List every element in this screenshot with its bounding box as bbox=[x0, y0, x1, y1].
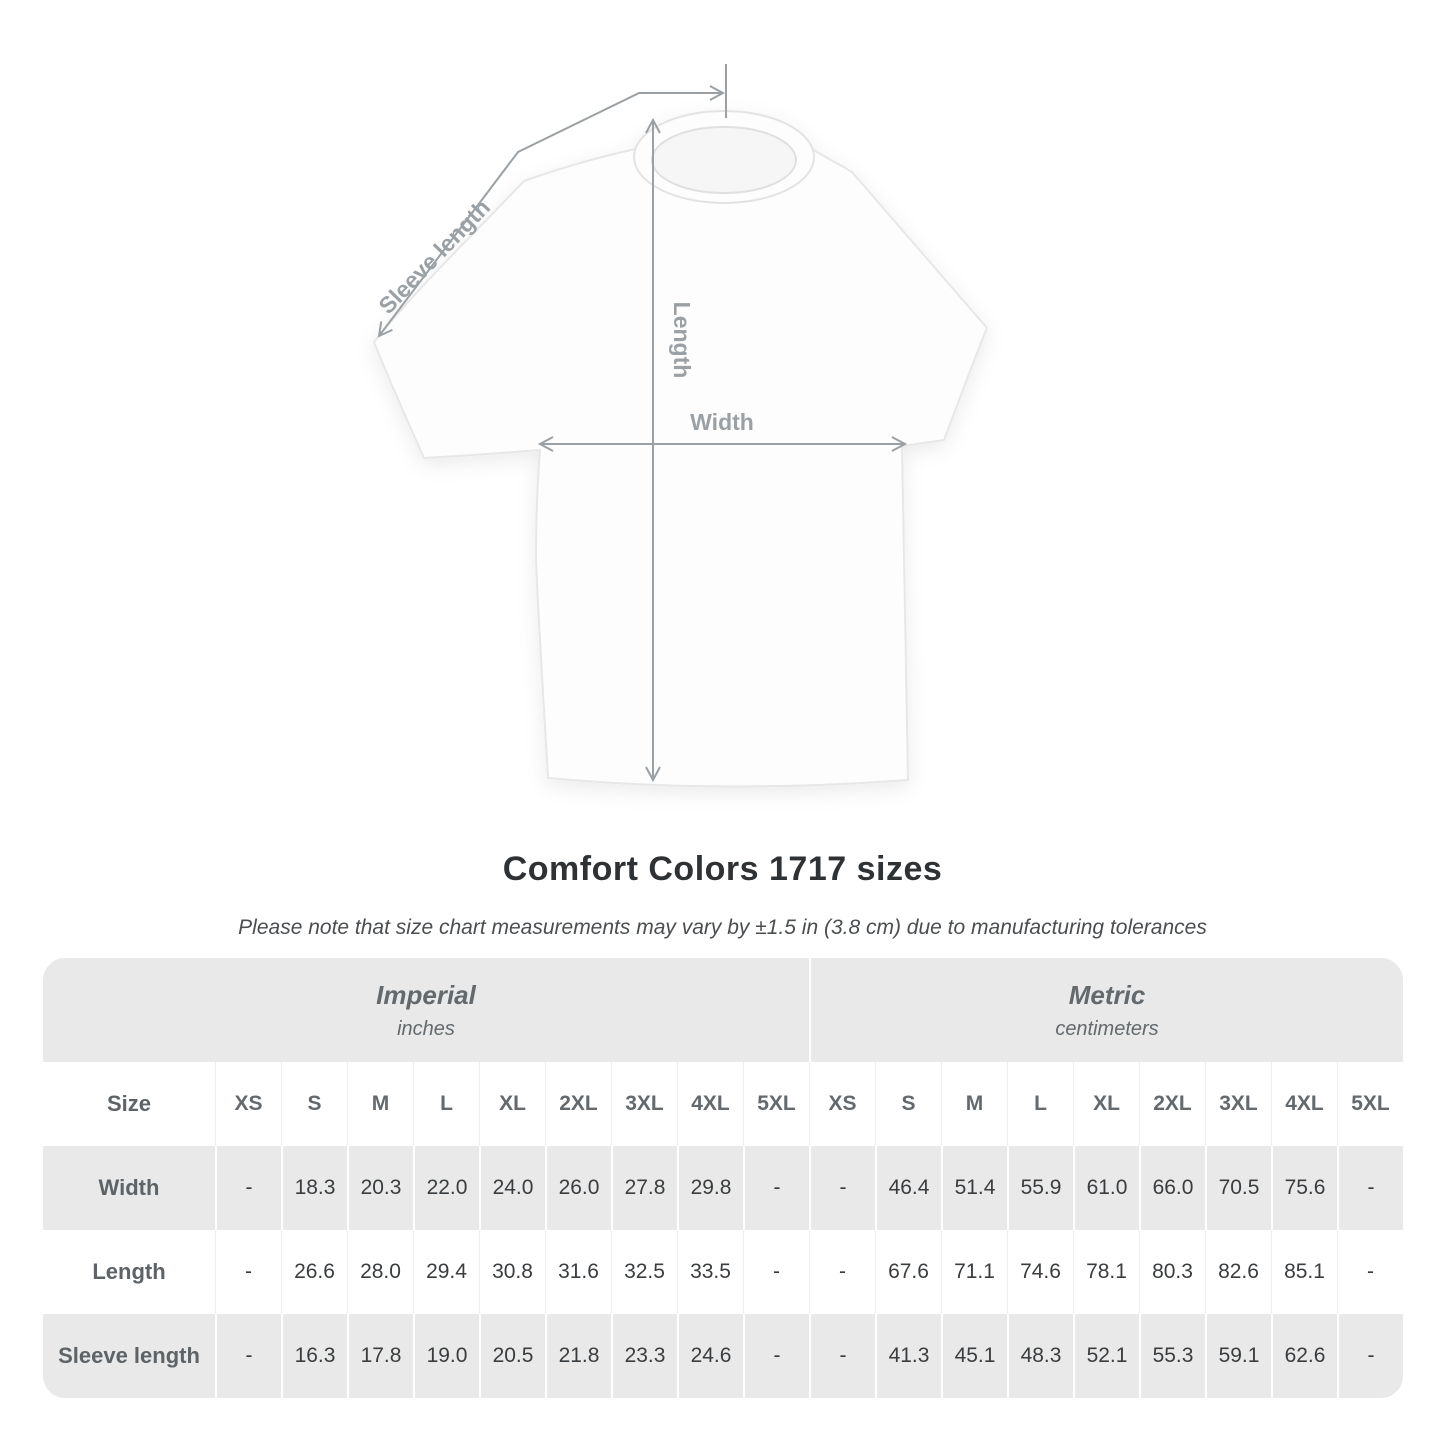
table-cell-metric: - bbox=[809, 1230, 875, 1314]
width-label: Width bbox=[690, 409, 754, 435]
size-col-header-metric: XS bbox=[809, 1062, 875, 1146]
size-col-header-imperial: 4XL bbox=[677, 1062, 743, 1146]
table-cell-metric: 70.5 bbox=[1205, 1146, 1271, 1230]
table-cell-imperial: 21.8 bbox=[545, 1314, 611, 1398]
table-cell-metric: 61.0 bbox=[1073, 1146, 1139, 1230]
table-cell-metric: 85.1 bbox=[1271, 1230, 1337, 1314]
size-table: Imperial inches Metric centimeters Size X… bbox=[43, 958, 1403, 1398]
size-col-header-imperial: S bbox=[281, 1062, 347, 1146]
size-col-header-imperial: 2XL bbox=[545, 1062, 611, 1146]
table-cell-imperial: 18.3 bbox=[281, 1146, 347, 1230]
table-cell-metric: 66.0 bbox=[1139, 1146, 1205, 1230]
table-cell-metric: 75.6 bbox=[1271, 1146, 1337, 1230]
table-cell-imperial: 31.6 bbox=[545, 1230, 611, 1314]
table-cell-imperial: 24.0 bbox=[479, 1146, 545, 1230]
table-cell-imperial: 29.4 bbox=[413, 1230, 479, 1314]
imperial-title: Imperial bbox=[376, 979, 476, 1010]
table-cell-metric: - bbox=[809, 1314, 875, 1398]
table-cell-imperial: 20.3 bbox=[347, 1146, 413, 1230]
table-cell-imperial: 22.0 bbox=[413, 1146, 479, 1230]
page-title: Comfort Colors 1717 sizes bbox=[502, 850, 943, 888]
table-cell-imperial: - bbox=[743, 1146, 809, 1230]
table-cell-metric: 55.3 bbox=[1139, 1314, 1205, 1398]
table-cell-metric: 46.4 bbox=[875, 1146, 941, 1230]
table-cell-imperial: - bbox=[215, 1146, 281, 1230]
table-cell-metric: 82.6 bbox=[1205, 1230, 1271, 1314]
table-cell-metric: 51.4 bbox=[941, 1146, 1007, 1230]
table-cell-metric: 74.6 bbox=[1007, 1230, 1073, 1314]
table-cell-metric: 62.6 bbox=[1271, 1314, 1337, 1398]
row-label: Width bbox=[43, 1146, 215, 1230]
size-col-header-metric: 2XL bbox=[1139, 1062, 1205, 1146]
table-cell-metric: 55.9 bbox=[1007, 1146, 1073, 1230]
table-cell-imperial: 28.0 bbox=[347, 1230, 413, 1314]
size-col-header-metric: 4XL bbox=[1271, 1062, 1337, 1146]
table-cell-imperial: 26.6 bbox=[281, 1230, 347, 1314]
table-cell-imperial: - bbox=[215, 1314, 281, 1398]
size-col-header-metric: M bbox=[941, 1062, 1007, 1146]
size-col-header-imperial: XL bbox=[479, 1062, 545, 1146]
table-cell-metric: 48.3 bbox=[1007, 1314, 1073, 1398]
table-cell-metric: 78.1 bbox=[1073, 1230, 1139, 1314]
row-label: Length bbox=[43, 1230, 215, 1314]
table-cell-imperial: 26.0 bbox=[545, 1146, 611, 1230]
imperial-header: Imperial inches bbox=[43, 958, 809, 1062]
table-cell-imperial: 23.3 bbox=[611, 1314, 677, 1398]
size-col-header-metric: 5XL bbox=[1337, 1062, 1403, 1146]
table-cell-imperial: 16.3 bbox=[281, 1314, 347, 1398]
table-cell-metric: - bbox=[1337, 1230, 1403, 1314]
table-cell-metric: 71.1 bbox=[941, 1230, 1007, 1314]
metric-header: Metric centimeters bbox=[809, 958, 1403, 1062]
table-cell-imperial: 19.0 bbox=[413, 1314, 479, 1398]
table-cell-imperial: - bbox=[215, 1230, 281, 1314]
table-cell-imperial: 33.5 bbox=[677, 1230, 743, 1314]
table-cell-metric: 80.3 bbox=[1139, 1230, 1205, 1314]
table-cell-imperial: - bbox=[743, 1314, 809, 1398]
size-col-header-imperial: XS bbox=[215, 1062, 281, 1146]
table-cell-metric: 67.6 bbox=[875, 1230, 941, 1314]
row-label: Sleeve length bbox=[43, 1314, 215, 1398]
size-col-header-imperial: L bbox=[413, 1062, 479, 1146]
size-col-header-metric: 3XL bbox=[1205, 1062, 1271, 1146]
table-cell-imperial: - bbox=[743, 1230, 809, 1314]
table-cell-metric: 52.1 bbox=[1073, 1314, 1139, 1398]
table-cell-metric: 45.1 bbox=[941, 1314, 1007, 1398]
table-cell-metric: - bbox=[1337, 1314, 1403, 1398]
table-cell-metric: - bbox=[809, 1146, 875, 1230]
length-label: Length bbox=[669, 302, 695, 379]
table-cell-imperial: 20.5 bbox=[479, 1314, 545, 1398]
table-cell-imperial: 27.8 bbox=[611, 1146, 677, 1230]
sleeve-length-arrow bbox=[377, 85, 726, 338]
imperial-unit: inches bbox=[397, 1017, 455, 1040]
table-cell-imperial: 30.8 bbox=[479, 1230, 545, 1314]
table-cell-imperial: 32.5 bbox=[611, 1230, 677, 1314]
collar-inner bbox=[651, 126, 797, 194]
table-cell-imperial: 29.8 bbox=[677, 1146, 743, 1230]
table-cell-metric: 41.3 bbox=[875, 1314, 941, 1398]
table-cell-metric: 59.1 bbox=[1205, 1314, 1271, 1398]
size-col-header-imperial: 5XL bbox=[743, 1062, 809, 1146]
table-cell-metric: - bbox=[1337, 1146, 1403, 1230]
size-col-header-metric: L bbox=[1007, 1062, 1073, 1146]
tolerance-note: Please note that size chart measurements… bbox=[238, 916, 1207, 939]
metric-title: Metric bbox=[1068, 979, 1146, 1010]
size-col-header-imperial: 3XL bbox=[611, 1062, 677, 1146]
tshirt-diagram: Sleeve length Length Width bbox=[372, 64, 989, 788]
size-col-header-imperial: M bbox=[347, 1062, 413, 1146]
size-col-header-metric: S bbox=[875, 1062, 941, 1146]
size-col-header-metric: XL bbox=[1073, 1062, 1139, 1146]
size-column-header: Size bbox=[43, 1062, 215, 1146]
metric-unit: centimeters bbox=[1055, 1017, 1159, 1040]
table-cell-imperial: 24.6 bbox=[677, 1314, 743, 1398]
table-cell-imperial: 17.8 bbox=[347, 1314, 413, 1398]
